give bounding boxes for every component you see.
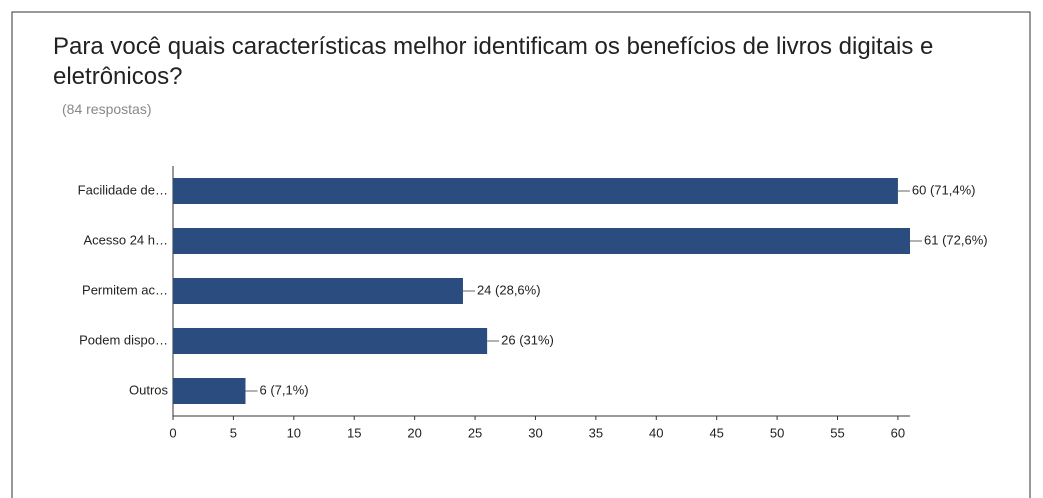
chart-title: Para você quais características melhor i…	[53, 33, 934, 90]
x-tick-label: 35	[589, 425, 603, 440]
x-tick-label: 0	[169, 425, 176, 440]
chart-subtitle: (84 respostas)	[62, 101, 152, 117]
frame	[11, 11, 1031, 498]
y-tick-label: Permitem ac…	[82, 282, 168, 297]
value-label: 26 (31%)	[501, 332, 554, 347]
x-tick-label: 55	[830, 425, 844, 440]
y-tick-label: Podem dispo…	[79, 332, 168, 347]
x-tick-label: 5	[230, 425, 237, 440]
bar	[173, 328, 488, 354]
bar	[173, 378, 246, 404]
x-tick-label: 45	[709, 425, 723, 440]
x-tick-label: 15	[347, 425, 361, 440]
bar	[173, 278, 463, 304]
x-tick-label: 40	[649, 425, 663, 440]
value-label: 6 (7,1%)	[259, 382, 308, 397]
value-label: 60 (71,4%)	[912, 182, 976, 197]
y-tick-label: Acesso 24 h…	[83, 232, 168, 247]
x-tick-label: 10	[287, 425, 301, 440]
x-tick-label: 60	[891, 425, 905, 440]
bar	[173, 228, 910, 254]
bar	[173, 178, 898, 204]
x-tick-label: 20	[407, 425, 421, 440]
x-tick-label: 50	[770, 425, 784, 440]
y-tick-label: Facilidade de…	[78, 182, 168, 197]
x-tick-label: 25	[468, 425, 482, 440]
value-label: 24 (28,6%)	[477, 282, 541, 297]
x-tick-label: 30	[528, 425, 542, 440]
y-tick-label: Outros	[129, 382, 169, 397]
value-label: 61 (72,6%)	[924, 232, 988, 247]
